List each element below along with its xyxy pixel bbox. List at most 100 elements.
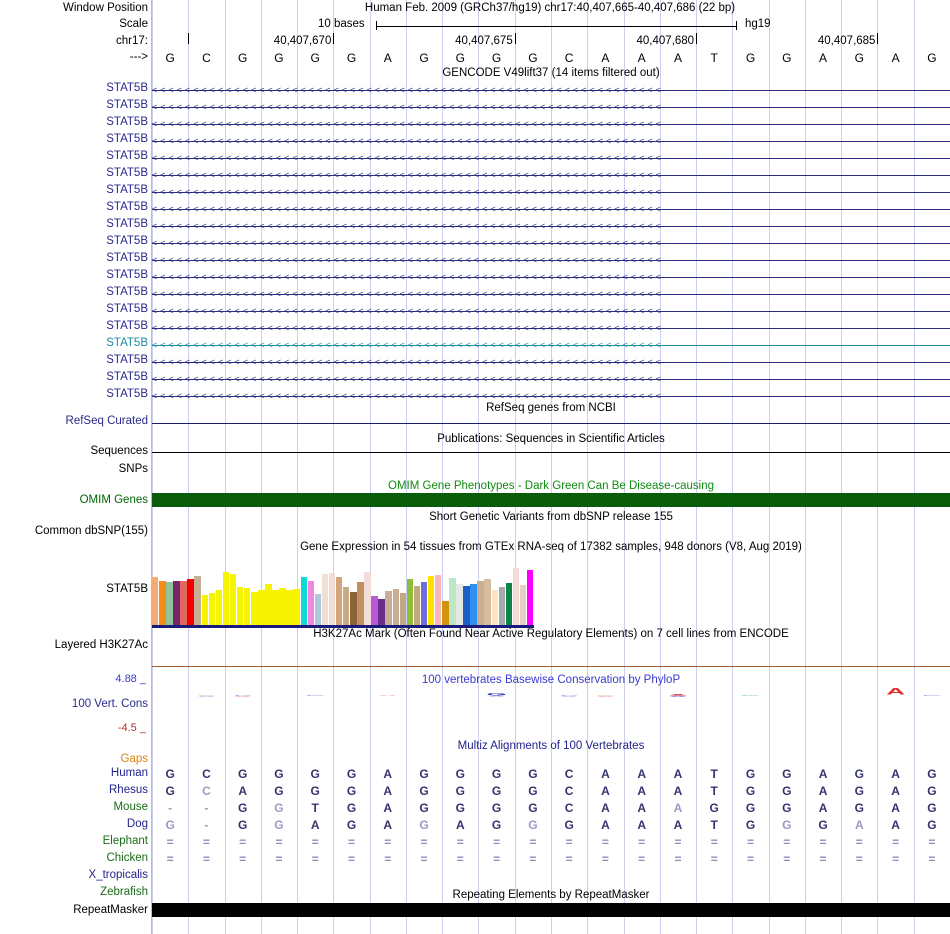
gencode-gene-label[interactable]: STAT5B (106, 286, 148, 298)
gtex-tissue-bar[interactable] (222, 572, 230, 625)
conservation-base-glyph[interactable]: A (668, 693, 688, 697)
omim-genes-label[interactable]: OMIM Genes (79, 494, 148, 506)
gtex-tissue-bar[interactable] (442, 601, 449, 625)
gtex-tissue-bar[interactable] (286, 590, 293, 625)
gtex-tissue-bar[interactable] (371, 596, 378, 625)
gencode-gene-row[interactable]: <<<<<<<<<<<<<<<<<<<<<<<<<<<<<<<<<<<<<<<<… (152, 152, 950, 165)
conservation-base-glyph[interactable]: C (596, 694, 615, 697)
gtex-tissue-bar[interactable] (427, 576, 435, 625)
sequences-label[interactable]: Sequences (90, 445, 148, 457)
gtex-tissue-bar[interactable] (449, 578, 456, 625)
conservation-base-glyph[interactable]: G (740, 694, 761, 697)
gtex-tissue-bar[interactable] (470, 584, 477, 625)
gencode-gene-label[interactable]: STAT5B (106, 235, 148, 247)
gtex-tissue-bar[interactable] (392, 589, 399, 625)
gtex-tissue-bar[interactable] (229, 574, 237, 625)
conservation-base-glyph[interactable]: A (378, 694, 398, 697)
gencode-gene-label[interactable]: STAT5B (106, 371, 148, 383)
gencode-gene-row[interactable]: <<<<<<<<<<<<<<<<<<<<<<<<<<<<<<<<<<<<<<<<… (152, 84, 950, 97)
multiz-species-label[interactable]: X_tropicalis (88, 869, 148, 881)
gencode-gene-label[interactable]: STAT5B (106, 252, 148, 264)
gencode-gene-label[interactable]: STAT5B (106, 388, 148, 400)
gencode-gene-row[interactable]: <<<<<<<<<<<<<<<<<<<<<<<<<<<<<<<<<<<<<<<<… (152, 135, 950, 148)
conservation-label[interactable]: 100 Vert. Cons (71, 698, 148, 710)
multiz-species-label[interactable]: Human (110, 767, 148, 779)
gtex-tissue-bar[interactable] (357, 582, 364, 625)
gtex-tissue-bar[interactable] (314, 594, 322, 625)
gtex-tissue-bar[interactable] (385, 591, 392, 625)
gencode-gene-label[interactable]: STAT5B (106, 218, 148, 230)
multiz-species-label[interactable]: Elephant (102, 835, 148, 847)
gtex-tissue-bar[interactable] (399, 593, 407, 625)
multiz-species-label[interactable]: Dog (126, 818, 148, 830)
gencode-gene-label[interactable]: STAT5B (106, 269, 148, 281)
gtex-tissue-bar[interactable] (152, 577, 159, 625)
gtex-tissue-bar[interactable] (279, 588, 286, 625)
gencode-gene-label[interactable]: STAT5B (106, 150, 148, 162)
snps-label[interactable]: SNPs (118, 463, 148, 475)
multiz-species-label[interactable]: Zebrafish (100, 886, 148, 898)
conservation-base-glyph[interactable]: G (305, 694, 326, 697)
gencode-gene-label[interactable]: STAT5B (106, 133, 148, 145)
publications-feature-line[interactable] (152, 452, 950, 453)
conservation-base-glyph[interactable]: C (197, 694, 216, 697)
gtex-tissue-bar[interactable] (307, 581, 315, 625)
common-dbsnp-label[interactable]: Common dbSNP(155) (34, 525, 148, 537)
gtex-tissue-bar[interactable] (293, 589, 300, 625)
gtex-tissue-bar[interactable] (364, 572, 371, 625)
gtex-tissue-bar[interactable] (505, 583, 513, 625)
gtex-tissue-bar[interactable] (208, 593, 216, 625)
repeatmasker-label[interactable]: RepeatMasker (73, 904, 148, 916)
gencode-gene-row[interactable]: <<<<<<<<<<<<<<<<<<<<<<<<<<<<<<<<<<<<<<<<… (152, 390, 950, 403)
gencode-gene-row[interactable]: <<<<<<<<<<<<<<<<<<<<<<<<<<<<<<<<<<<<<<<<… (152, 220, 950, 233)
gtex-tissue-bar[interactable] (519, 585, 527, 625)
gtex-tissue-bar[interactable] (201, 595, 208, 625)
gtex-tissue-bar[interactable] (258, 590, 265, 625)
gtex-tissue-bar[interactable] (300, 577, 308, 625)
gencode-gene-row[interactable]: <<<<<<<<<<<<<<<<<<<<<<<<<<<<<<<<<<<<<<<<… (152, 356, 950, 369)
gtex-tissue-bar[interactable] (187, 579, 194, 625)
gtex-tissue-bar[interactable] (194, 576, 201, 625)
gtex-tissue-bar[interactable] (456, 584, 463, 625)
gtex-tissue-bar[interactable] (420, 582, 428, 625)
gencode-gene-label[interactable]: STAT5B (106, 116, 148, 128)
repeatmasker-bar[interactable] (152, 903, 950, 917)
gencode-gene-row[interactable]: <<<<<<<<<<<<<<<<<<<<<<<<<<<<<<<<<<<<<<<<… (152, 339, 950, 352)
gencode-gene-row[interactable]: <<<<<<<<<<<<<<<<<<<<<<<<<<<<<<<<<<<<<<<<… (152, 254, 950, 267)
gtex-tissue-bar[interactable] (463, 586, 470, 625)
gtex-tissue-bar[interactable] (512, 568, 520, 625)
gtex-tissue-bar[interactable] (378, 599, 385, 625)
gencode-gene-row[interactable]: <<<<<<<<<<<<<<<<<<<<<<<<<<<<<<<<<<<<<<<<… (152, 169, 950, 182)
gtex-tissue-bar[interactable] (477, 581, 484, 625)
gencode-gene-label[interactable]: STAT5B (106, 201, 148, 213)
gencode-gene-row[interactable]: <<<<<<<<<<<<<<<<<<<<<<<<<<<<<<<<<<<<<<<<… (152, 322, 950, 335)
gencode-gene-row[interactable]: <<<<<<<<<<<<<<<<<<<<<<<<<<<<<<<<<<<<<<<<… (152, 101, 950, 114)
conservation-base-glyph[interactable]: A (886, 686, 905, 697)
gtex-tissue-bar[interactable] (243, 588, 251, 625)
gencode-gene-label[interactable]: STAT5B (106, 82, 148, 94)
gtex-tissue-bar[interactable] (236, 587, 244, 625)
gtex-tissue-bar[interactable] (180, 581, 187, 625)
refseq-feature-line[interactable] (152, 423, 950, 424)
gencode-gene-row[interactable]: <<<<<<<<<<<<<<<<<<<<<<<<<<<<<<<<<<<<<<<<… (152, 203, 950, 216)
gencode-gene-row[interactable]: <<<<<<<<<<<<<<<<<<<<<<<<<<<<<<<<<<<<<<<<… (152, 237, 950, 250)
gtex-tissue-bar[interactable] (350, 592, 357, 625)
gtex-tissue-bar[interactable] (498, 587, 506, 625)
gtex-tissue-bar[interactable] (251, 592, 258, 625)
gencode-gene-label[interactable]: STAT5B (106, 337, 148, 349)
conservation-base-glyph[interactable]: G (921, 694, 942, 697)
multiz-species-label[interactable]: Rhesus (109, 784, 148, 796)
gencode-gene-label[interactable]: STAT5B (106, 320, 148, 332)
multiz-species-label[interactable]: Chicken (106, 852, 148, 864)
gencode-gene-label[interactable]: STAT5B (106, 303, 148, 315)
conservation-base-glyph[interactable]: C (233, 694, 253, 697)
gtex-gene-label[interactable]: STAT5B (106, 583, 148, 595)
gtex-tissue-bar[interactable] (343, 587, 350, 625)
gtex-tissue-bar[interactable] (434, 575, 442, 625)
gencode-gene-label[interactable]: STAT5B (106, 99, 148, 111)
conservation-base-glyph[interactable]: G (486, 692, 507, 697)
gtex-tissue-bar[interactable] (173, 581, 180, 625)
gtex-tissue-bar[interactable] (272, 590, 279, 625)
gtex-tissue-bar[interactable] (265, 584, 272, 625)
